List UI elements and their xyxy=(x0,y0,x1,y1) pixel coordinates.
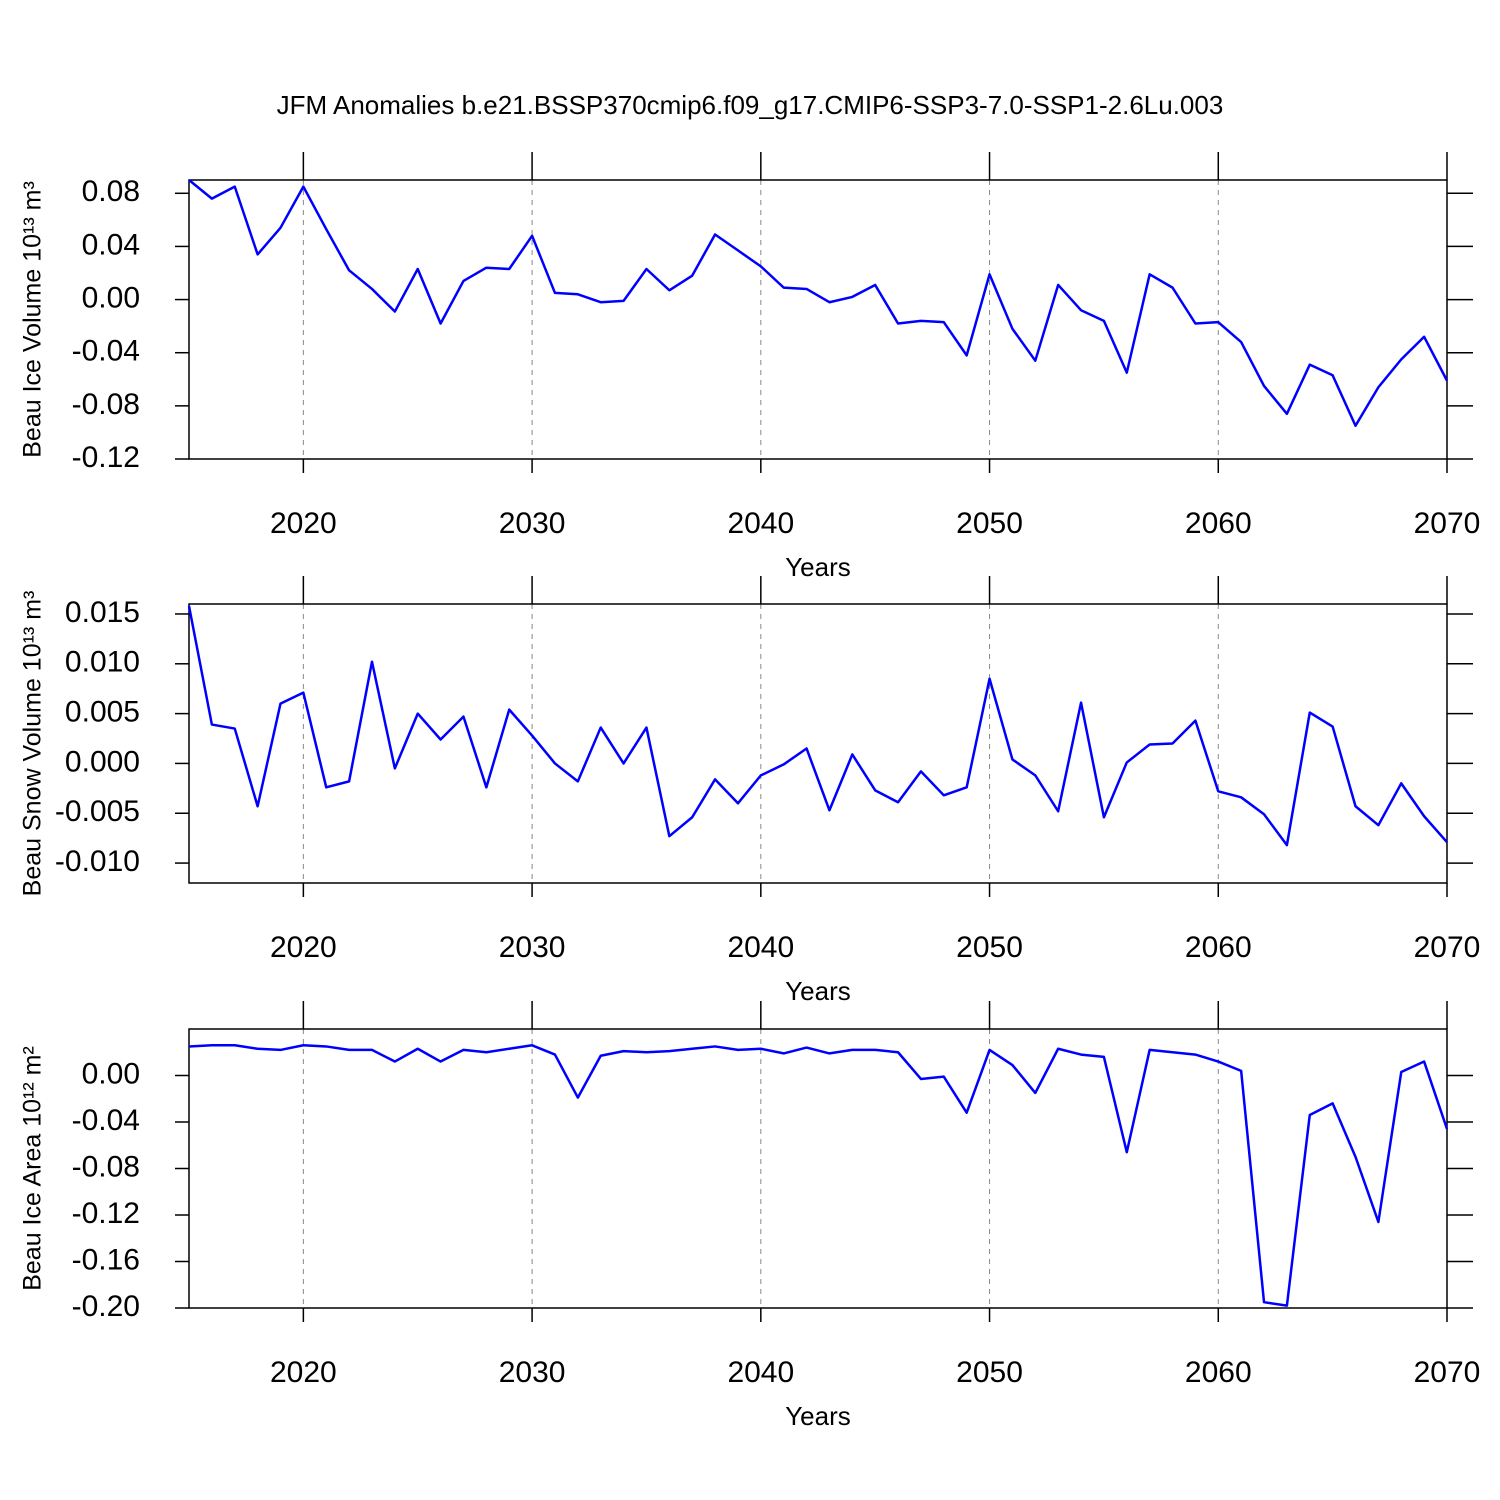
plot-frame xyxy=(188,603,1448,884)
y-tick-label: -0.12 xyxy=(72,441,140,474)
y-tick-label: -0.16 xyxy=(72,1243,140,1276)
y-tick-label: 0.04 xyxy=(82,228,140,261)
x-tick-label: 2020 xyxy=(270,931,337,964)
x-tick-label: 2060 xyxy=(1185,507,1252,540)
y-axis-label: Beau Snow Volume 10¹³ m³ xyxy=(19,591,47,897)
y-tick-label: -0.12 xyxy=(72,1197,140,1230)
x-tick-label: 2050 xyxy=(956,1356,1023,1389)
y-tick-label: 0.010 xyxy=(65,646,140,679)
x-tick-label: 2070 xyxy=(1414,931,1481,964)
y-tick-label: -0.010 xyxy=(55,845,140,878)
y-tick-label: -0.08 xyxy=(72,1150,140,1183)
y-axis-label: Beau Ice Volume 10¹³ m³ xyxy=(19,181,47,458)
x-tick-label: 2030 xyxy=(499,1356,566,1389)
x-axis-label: Years xyxy=(785,976,851,1006)
plot-frame xyxy=(188,179,1448,460)
x-tick-label: 2060 xyxy=(1185,1356,1252,1389)
x-tick-label: 2030 xyxy=(499,931,566,964)
x-tick-label: 2020 xyxy=(270,1356,337,1389)
y-tick-label: 0.015 xyxy=(65,596,140,629)
y-tick-label: 0.000 xyxy=(65,745,140,778)
x-tick-label: 2050 xyxy=(956,931,1023,964)
x-tick-label: 2040 xyxy=(727,1356,794,1389)
y-tick-label: -0.04 xyxy=(72,1104,140,1137)
y-tick-label: 0.005 xyxy=(65,696,140,729)
x-tick-label: 2030 xyxy=(499,507,566,540)
x-axis-label: Years xyxy=(785,552,851,582)
series-line xyxy=(188,1044,1449,1307)
plot-frame xyxy=(188,1028,1448,1309)
x-axis-label: Years xyxy=(785,1401,851,1431)
y-tick-label: 0.00 xyxy=(82,1057,140,1090)
chart-title: JFM Anomalies b.e21.BSSP370cmip6.f09_g17… xyxy=(277,90,1224,120)
y-tick-label: -0.20 xyxy=(72,1290,140,1323)
y-axis-label: Beau Ice Area 10¹² m² xyxy=(19,1046,47,1291)
x-tick-label: 2020 xyxy=(270,507,337,540)
x-tick-label: 2060 xyxy=(1185,931,1252,964)
x-tick-label: 2040 xyxy=(727,931,794,964)
x-tick-label: 2070 xyxy=(1414,1356,1481,1389)
y-tick-label: -0.04 xyxy=(72,335,140,368)
series-line xyxy=(187,605,1448,847)
y-tick-label: -0.005 xyxy=(55,795,140,828)
y-tick-label: -0.08 xyxy=(72,388,140,421)
y-tick-label: 0.00 xyxy=(82,281,140,314)
series-line xyxy=(188,179,1449,428)
x-tick-label: 2070 xyxy=(1414,507,1481,540)
x-tick-label: 2040 xyxy=(727,507,794,540)
x-tick-label: 2050 xyxy=(956,507,1023,540)
y-tick-label: 0.08 xyxy=(82,175,140,208)
